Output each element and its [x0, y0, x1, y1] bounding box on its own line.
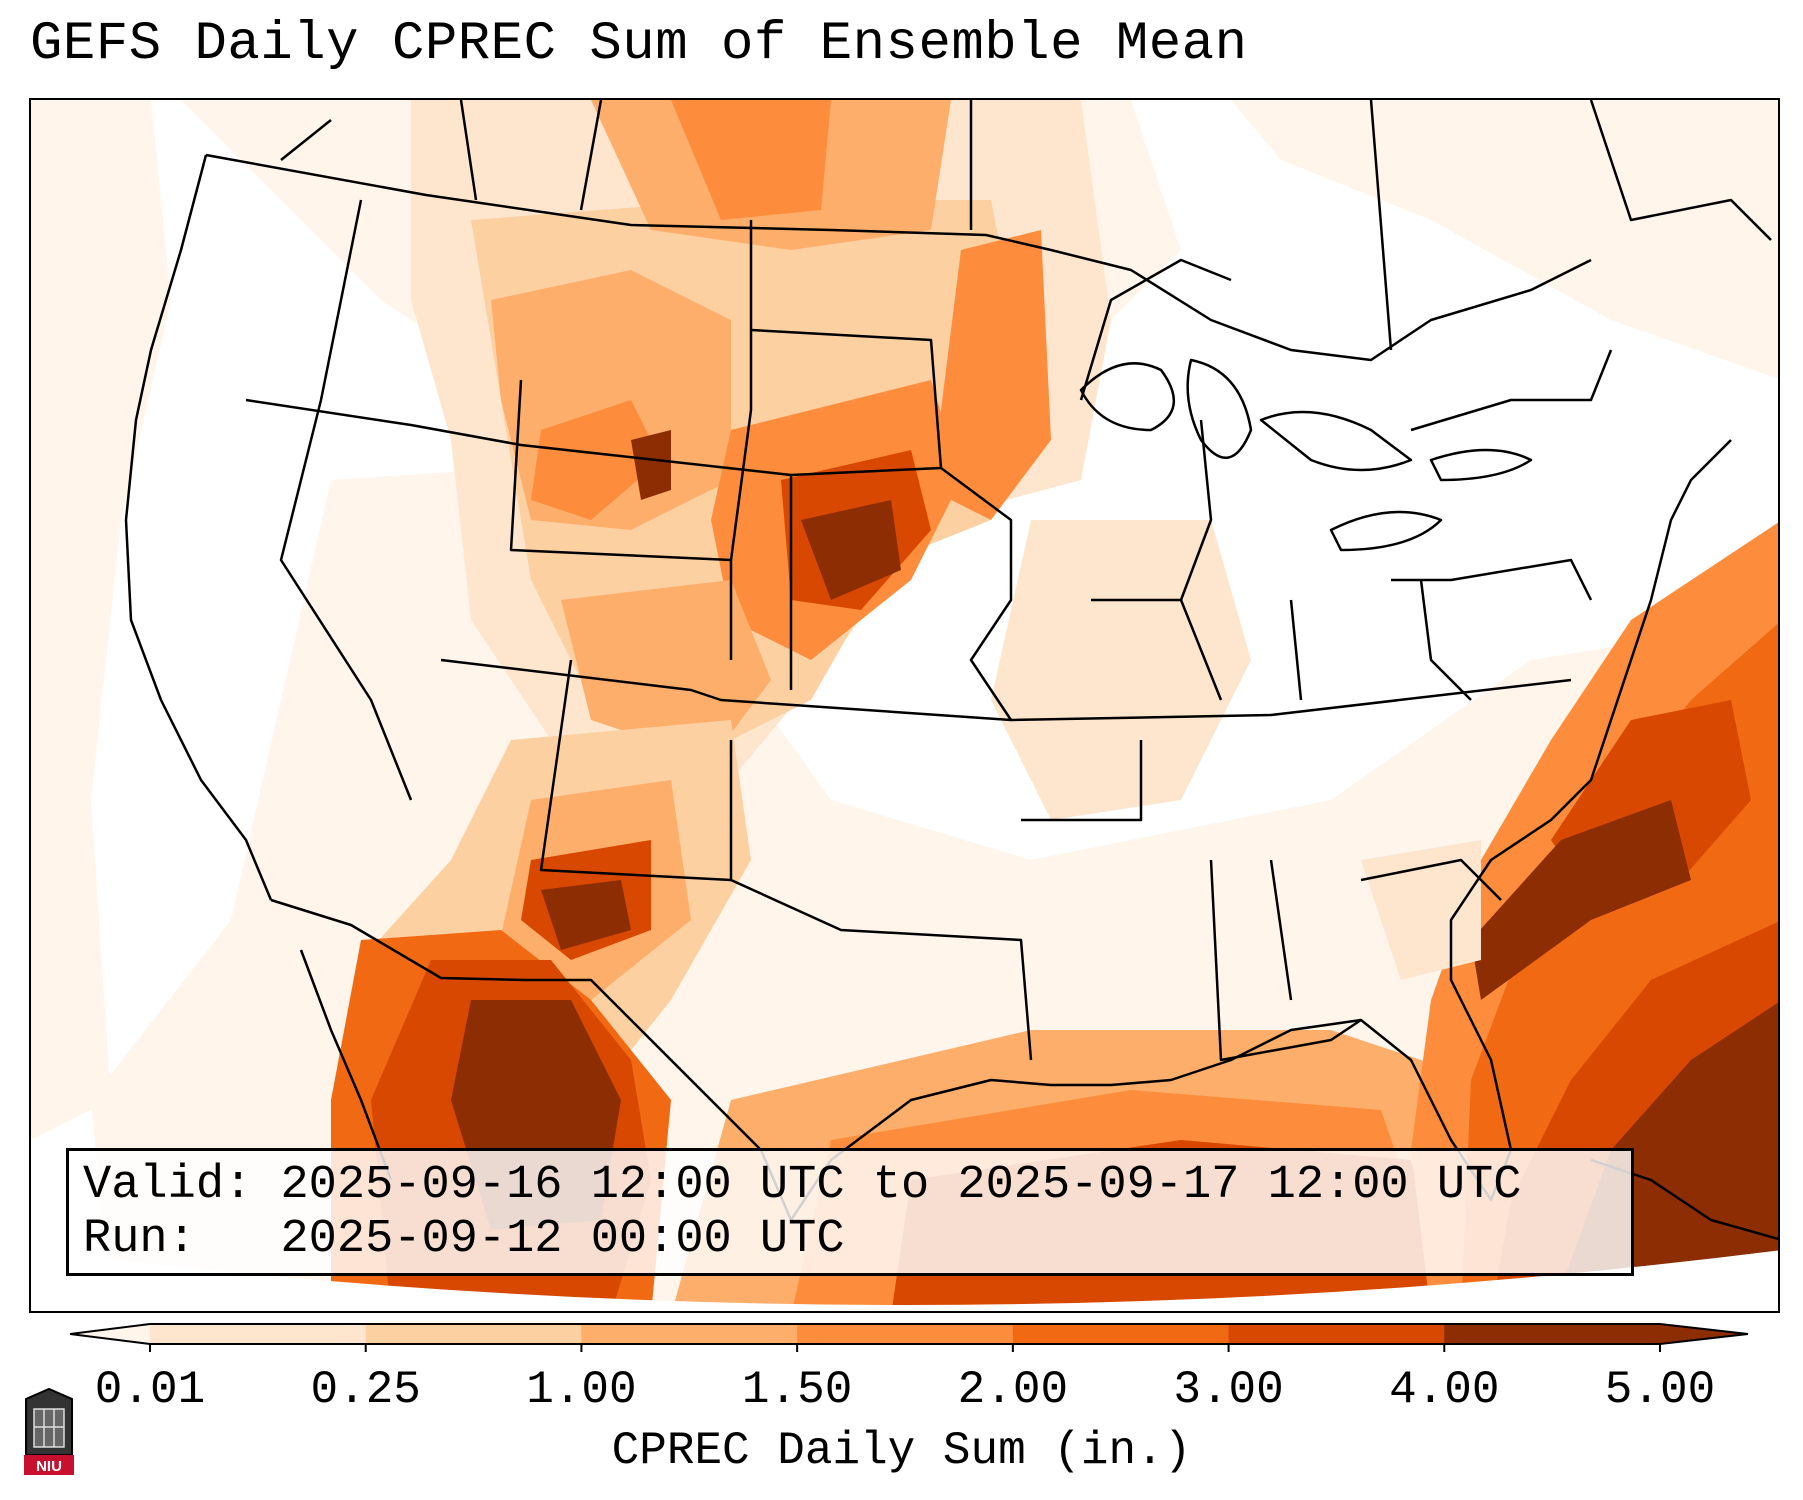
- colorbar: [70, 1323, 1749, 1352]
- colorbar-label: CPREC Daily Sum (in.): [611, 1425, 1192, 1477]
- svg-text:NIU: NIU: [36, 1458, 62, 1475]
- colorbar-extend-high: [1660, 1324, 1748, 1344]
- page-title: GEFS Daily CPREC Sum of Ensemble Mean: [30, 14, 1248, 75]
- colorbar-segment: [581, 1324, 798, 1344]
- colorbar-segment: [1012, 1324, 1230, 1344]
- colorbar-segment: [1444, 1324, 1661, 1344]
- colorbar-tick-label: 2.00: [957, 1364, 1069, 1416]
- valid-time-range: 2025-09-16 12:00 UTC to 2025-09-17 12:00…: [280, 1159, 1522, 1212]
- colorbar-segment: [797, 1324, 1014, 1344]
- run-time: 2025-09-12 00:00 UTC: [280, 1213, 845, 1266]
- colorbar-tick-label: 0.01: [94, 1364, 206, 1416]
- precip-field: [31, 100, 1778, 1311]
- map-frame[interactable]: [29, 98, 1780, 1313]
- valid-run-info-box: Valid: 2025-09-16 12:00 UTC to 2025-09-1…: [66, 1148, 1634, 1276]
- colorbar-tick-label: 0.25: [310, 1364, 421, 1416]
- colorbar-segment: [150, 1324, 367, 1344]
- colorbar-segment: [1228, 1324, 1445, 1344]
- colorbar-tick-label: 5.00: [1604, 1364, 1716, 1416]
- colorbar-segment: [365, 1324, 582, 1344]
- boundaries: [124, 100, 1778, 1241]
- colorbar-tick-label: 4.00: [1389, 1364, 1500, 1416]
- niu-logo: NIU: [24, 1387, 74, 1475]
- precip-map: [31, 100, 1778, 1311]
- valid-label: Valid:: [83, 1159, 253, 1212]
- colorbar-tick-label: 3.00: [1173, 1364, 1284, 1416]
- colorbar-tick-label: 1.50: [741, 1364, 853, 1416]
- colorbar-tick-label: 1.00: [526, 1364, 637, 1416]
- colorbar-extend-low: [70, 1324, 150, 1344]
- run-label: Run:: [83, 1213, 196, 1266]
